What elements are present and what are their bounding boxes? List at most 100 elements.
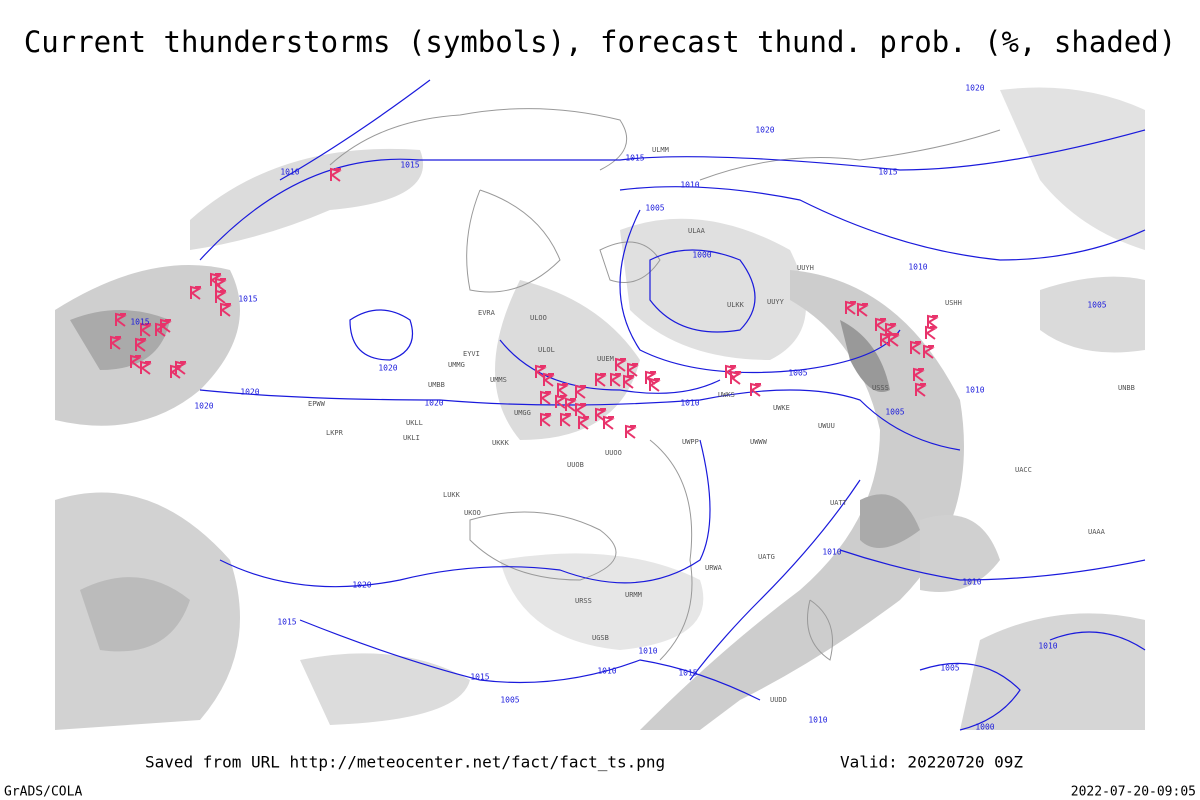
thunderstorm-symbol <box>913 367 925 382</box>
thunderstorm-symbol <box>730 370 742 385</box>
station-label: UGSB <box>592 634 609 642</box>
thunderstorm-symbol <box>575 384 587 399</box>
station-label: URSS <box>575 597 592 605</box>
thunderstorm-symbol <box>880 332 892 347</box>
isobar-label: 1010 <box>808 716 827 725</box>
isobar-label: 1015 <box>400 161 419 170</box>
thunderstorm-symbol <box>210 272 222 287</box>
thunderstorm-symbol <box>540 390 552 405</box>
thunderstorm-symbol <box>215 277 227 292</box>
thunderstorm-symbol <box>140 360 152 375</box>
isobar-label: 1010 <box>680 399 699 408</box>
station-label: URWA <box>705 564 723 572</box>
station-label: UATT <box>830 499 848 507</box>
isobar-label: 1020 <box>194 402 213 411</box>
station-label: UKOO <box>464 509 481 517</box>
isobar-label: 1005 <box>1087 301 1106 310</box>
isobar-label: 1015 <box>470 673 489 682</box>
station-label: UMBB <box>428 381 445 389</box>
thunderstorm-symbol <box>190 285 202 300</box>
valid-time: Valid: 20220720 09Z <box>840 753 1023 772</box>
station-label: UATG <box>758 553 775 561</box>
station-label: ULKK <box>727 301 745 309</box>
station-label: LUKK <box>443 491 461 499</box>
thunderstorm-symbol <box>135 337 147 352</box>
isobar-label: 1005 <box>500 696 519 705</box>
station-label: UKLL <box>406 419 423 427</box>
thunderstorm-symbol <box>140 322 152 337</box>
station-label: UACC <box>1015 466 1032 474</box>
isobar-label: 1015 <box>238 295 257 304</box>
isobar-label: 1000 <box>975 723 994 732</box>
credit: GrADS/COLA <box>4 785 82 800</box>
station-label: UWKS <box>718 391 735 399</box>
thunderstorm-symbol <box>115 312 127 327</box>
thunderstorm-symbol <box>540 412 552 427</box>
coastlines <box>329 108 1001 661</box>
thunderstorm-symbol <box>649 377 661 392</box>
map-labels: 1010 1015 1015 1015 1020 1020 1020 1020 1015 1010… <box>130 84 1134 732</box>
station-label: UKLI <box>403 434 420 442</box>
isobar-label: 1020 <box>755 126 774 135</box>
isobar-label: 1015 <box>277 618 296 627</box>
station-label: UWWW <box>750 438 768 446</box>
isobar-label: 1010 <box>597 667 616 676</box>
thunderstorm-symbol <box>845 300 857 315</box>
station-label: UUYY <box>767 298 785 306</box>
thunderstorm-symbol <box>875 317 887 332</box>
isobar-label: 1015 <box>625 154 644 163</box>
station-label: UKKK <box>492 439 510 447</box>
station-label: UWPP <box>682 438 699 446</box>
station-label: UUYH <box>797 264 814 272</box>
thunderstorm-symbol <box>535 364 547 379</box>
isobar-label: 1005 <box>788 369 807 378</box>
station-label: UMMG <box>448 361 465 369</box>
thunderstorm-symbols <box>110 167 939 439</box>
station-label: UUDD <box>770 696 787 704</box>
station-label: UMMS <box>490 376 507 384</box>
thunderstorm-symbol <box>603 415 615 430</box>
thunderstorm-symbol <box>923 344 935 359</box>
isobar-label: 1015 <box>678 669 697 678</box>
isobar-label: 1020 <box>424 399 443 408</box>
isobar-label: 1015 <box>130 318 149 327</box>
isobar-label: 1010 <box>680 181 699 190</box>
thunderstorm-symbol <box>170 364 182 379</box>
thunderstorm-symbol <box>623 374 635 389</box>
station-label: USSS <box>872 384 889 392</box>
thunderstorm-symbol <box>915 382 927 397</box>
isobar-label: 1005 <box>940 664 959 673</box>
isobar-label: 1000 <box>692 251 711 260</box>
station-label: ULOO <box>530 314 547 322</box>
thunderstorm-symbol <box>610 372 622 387</box>
thunderstorm-symbol <box>725 364 737 379</box>
station-label: ULOL <box>538 346 555 354</box>
isobar-label: 1010 <box>965 386 984 395</box>
isobar-label: 1020 <box>378 364 397 373</box>
station-label: EYVI <box>463 350 480 358</box>
source-url: Saved from URL http://meteocenter.net/fa… <box>145 753 665 772</box>
station-label: USHH <box>945 299 962 307</box>
isobar-label: 1020 <box>965 84 984 93</box>
thunderstorm-symbol <box>557 382 569 397</box>
station-label: UAAA <box>1088 528 1106 536</box>
station-label: UMGG <box>514 409 531 417</box>
thunderstorm-symbol <box>560 412 572 427</box>
isobar-label: 1005 <box>645 204 664 213</box>
station-label: EVRA <box>478 309 496 317</box>
isobar-label: 1020 <box>240 388 259 397</box>
thunderstorm-symbol <box>160 318 172 333</box>
station-label: UUOB <box>567 461 584 469</box>
station-label: UWKE <box>773 404 790 412</box>
thunderstorm-symbol <box>910 340 922 355</box>
thunderstorm-symbol <box>215 289 227 304</box>
station-label: ULMM <box>652 146 669 154</box>
station-label: URMM <box>625 591 642 599</box>
thunderstorm-symbol <box>625 424 637 439</box>
isobar-label: 1010 <box>638 647 657 656</box>
thunderstorm-symbol <box>220 302 232 317</box>
thunderstorm-symbol <box>110 335 122 350</box>
thunderstorm-symbol <box>595 407 607 422</box>
thunderstorm-symbol <box>885 322 897 337</box>
thunderstorm-symbol <box>565 397 577 412</box>
